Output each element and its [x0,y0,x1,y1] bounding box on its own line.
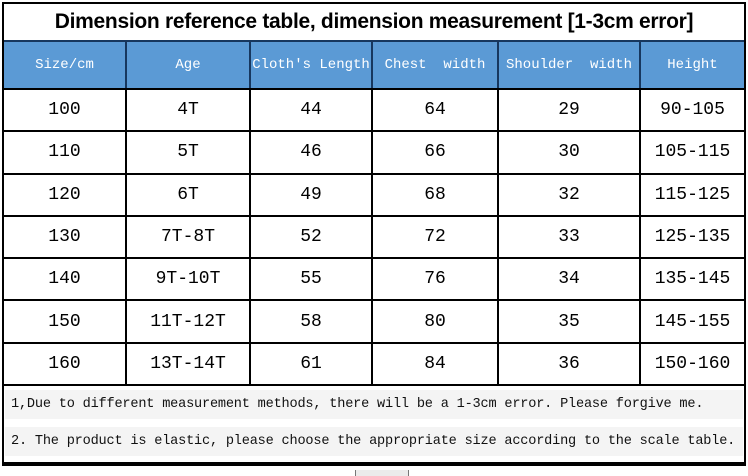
table-cell-shoulder: 32 [497,174,639,215]
table-cell-size: 100 [48,100,81,121]
chart-title: Dimension reference table, dimension mea… [54,10,694,33]
table-cell-chest: 80 [371,301,497,342]
table-cell-age: 9T-10T [125,259,249,300]
table-cell-length: 49 [249,174,371,215]
table-row: 150 11T-12T 58 80 35 145-155 [4,299,744,342]
table-cell-length: 44 [249,90,371,131]
table-row: 160 13T-14T 61 84 36 150-160 [4,341,744,384]
table-row: 140 9T-10T 55 76 34 135-145 [4,257,744,300]
table-cell-length: 61 [249,343,371,384]
column-header-age: Age [125,42,249,88]
size-table-body: 100 4T 44 64 29 90-105 110 5T 46 66 30 1… [4,90,744,386]
table-cell-age: 5T [125,132,249,173]
column-header-length: Cloth's Length [249,42,371,88]
table-cell-size: 130 [48,226,81,247]
table-row: 110 5T 46 66 30 105-115 [4,130,744,173]
table-cell-size: 110 [48,142,81,163]
chart-title-bar: Dimension reference table, dimension mea… [4,4,744,40]
table-cell-size: 160 [48,353,81,374]
table-cell-shoulder: 29 [497,90,639,131]
table-cell-age: 11T-12T [125,301,249,342]
column-header-shoulder: Shoulder width [497,42,639,88]
table-cell-chest: 66 [371,132,497,173]
table-cell-height: 150-160 [639,343,744,384]
table-row: 100 4T 44 64 29 90-105 [4,90,744,131]
table-cell-length: 52 [249,216,371,258]
table-cell-chest: 68 [371,174,497,215]
column-header-size: Size/cm [35,57,94,73]
table-cell-height: 115-125 [639,174,744,215]
column-header-height: Height [639,42,744,88]
table-cell-shoulder: 36 [497,343,639,384]
note-text-1: 1,Due to different measurement methods, … [11,397,704,412]
table-cell-chest: 72 [371,216,497,258]
table-cell-height: 90-105 [639,90,744,131]
table-cell-height: 105-115 [639,132,744,173]
table-cell-length: 46 [249,132,371,173]
table-header-row: Size/cm Age Cloth's Length Chest width S… [4,40,744,90]
note-text-2: 2. The product is elastic, please choose… [11,434,736,449]
table-cell-shoulder: 30 [497,132,639,173]
table-row: 120 6T 49 68 32 115-125 [4,172,744,215]
notes-section: 1,Due to different measurement methods, … [4,386,744,458]
size-chart-frame: Dimension reference table, dimension mea… [2,2,746,466]
table-cell-chest: 76 [371,259,497,300]
table-cell-length: 55 [249,259,371,300]
table-cell-chest: 84 [371,343,497,384]
table-cell-chest: 64 [371,90,497,131]
table-cell-age: 6T [125,174,249,215]
table-cell-shoulder: 35 [497,301,639,342]
table-cell-shoulder: 34 [497,259,639,300]
table-cell-length: 58 [249,301,371,342]
next-section-edge [355,470,409,476]
table-cell-age: 4T [125,90,249,131]
table-cell-shoulder: 33 [497,216,639,258]
note-line: 2. The product is elastic, please choose… [5,427,743,456]
table-cell-age: 13T-14T [125,343,249,384]
table-cell-size: 150 [48,311,81,332]
table-cell-height: 125-135 [639,216,744,258]
table-cell-height: 135-145 [639,259,744,300]
table-cell-size: 140 [48,269,81,290]
note-line: 1,Due to different measurement methods, … [5,390,743,419]
table-cell-height: 145-155 [639,301,744,342]
table-cell-age: 7T-8T [125,216,249,258]
column-header-chest: Chest width [371,42,497,88]
table-cell-size: 120 [48,184,81,205]
table-row: 130 7T-8T 52 72 33 125-135 [4,214,744,258]
